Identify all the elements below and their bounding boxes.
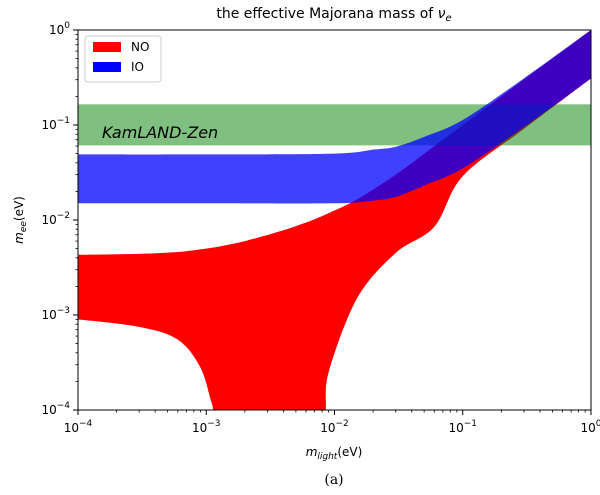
axis-ticks: 10−4 10−3 10−2 10−1 100 10−4 10−3 10−2 10−1 100 (41, 21, 600, 435)
x-tick-label: 100 (580, 419, 600, 435)
figure-caption: (a) (324, 472, 343, 488)
legend-label-no: NO (131, 40, 149, 54)
y-tick-label: 10−3 (41, 306, 70, 322)
chart-title: the effective Majorana mass of νe (216, 6, 451, 24)
y-axis-label: mee(eV) (12, 196, 29, 244)
y-tick-label: 10−1 (41, 116, 70, 132)
y-tick-label: 10−4 (41, 401, 70, 417)
legend: NO IO (84, 35, 162, 83)
plot-area (78, 30, 591, 410)
band-io (78, 30, 591, 204)
x-tick-label: 10−4 (64, 419, 93, 435)
legend-swatch-io (93, 62, 121, 72)
y-tick-label: 10−2 (41, 211, 70, 227)
x-axis-label: mlight(eV) (306, 445, 363, 462)
x-tick-label: 10−3 (192, 419, 221, 435)
legend-swatch-no (93, 42, 121, 52)
legend-label-io: IO (131, 60, 144, 74)
x-tick-label: 10−1 (448, 419, 477, 435)
x-tick-label: 10−2 (320, 419, 349, 435)
y-tick-label: 100 (49, 21, 70, 37)
band-annotation-kamland-zen: KamLAND-Zen (102, 123, 218, 142)
